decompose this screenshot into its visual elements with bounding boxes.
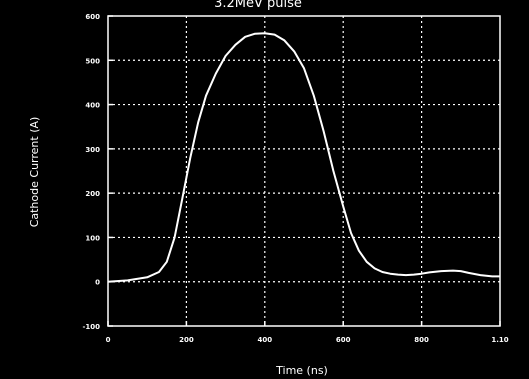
chart-title: 3.2MeV pulse <box>214 0 302 11</box>
x-tick-label: 1.10 <box>491 336 508 344</box>
y-tick-label: 0 <box>95 279 100 287</box>
data-series <box>107 32 500 283</box>
x-axis-label: Time (ns) <box>275 364 328 377</box>
y-tick-label: 500 <box>85 57 100 65</box>
x-tick-label: 800 <box>414 336 429 344</box>
y-tick-label: 400 <box>85 102 100 110</box>
y-axis-label: Cathode Current (A) <box>28 117 41 228</box>
y-tick-label: 200 <box>85 190 100 198</box>
x-tick-label: 0 <box>106 336 111 344</box>
x-tick-label: 400 <box>257 336 272 344</box>
y-tick-label: 300 <box>85 146 100 154</box>
series-line <box>107 32 500 283</box>
x-tick-label: 200 <box>179 336 194 344</box>
y-tick-label: 600 <box>85 13 100 21</box>
plot-frame <box>107 15 501 327</box>
y-tick-label: 100 <box>85 234 100 242</box>
grid <box>108 16 500 326</box>
x-tick-label: 600 <box>336 336 351 344</box>
y-tick-label: -100 <box>82 323 100 331</box>
